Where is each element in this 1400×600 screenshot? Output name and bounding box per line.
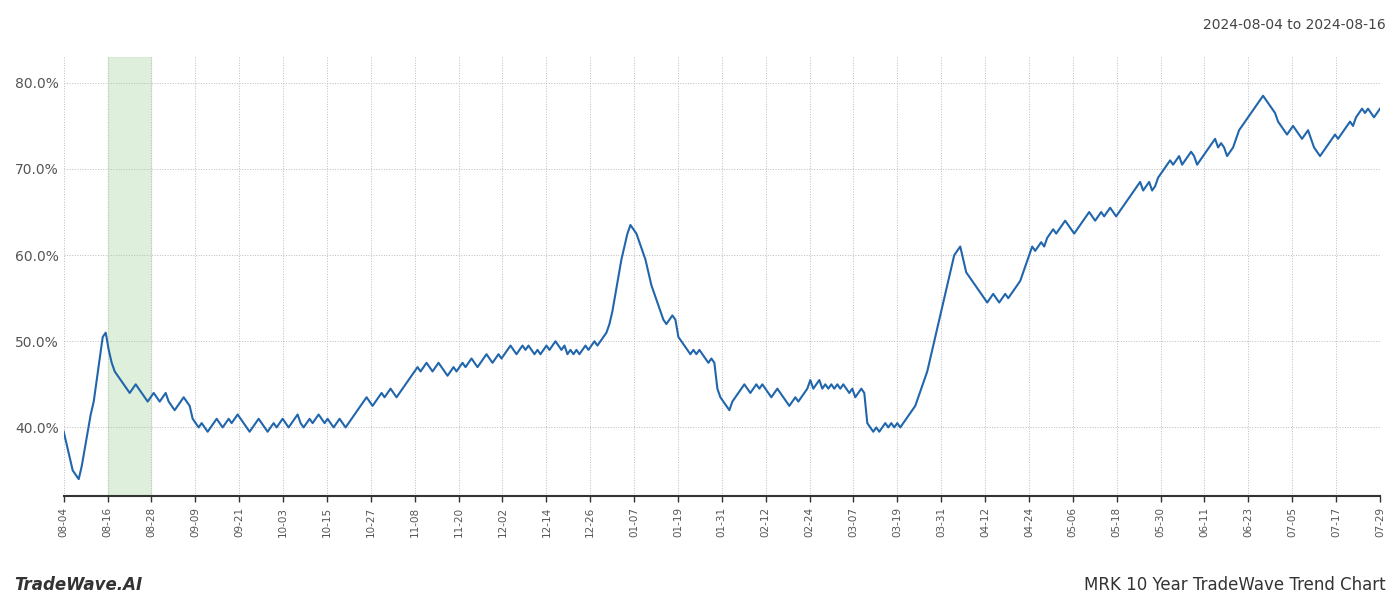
Text: MRK 10 Year TradeWave Trend Chart: MRK 10 Year TradeWave Trend Chart [1085, 576, 1386, 594]
Text: TradeWave.AI: TradeWave.AI [14, 576, 143, 594]
Bar [108, 57, 151, 496]
Text: 2024-08-04 to 2024-08-16: 2024-08-04 to 2024-08-16 [1203, 18, 1386, 32]
